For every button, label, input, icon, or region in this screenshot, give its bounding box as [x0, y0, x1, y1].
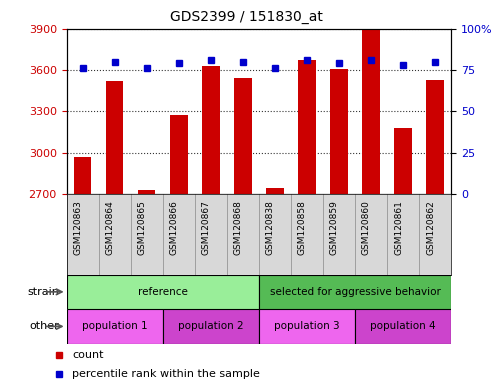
- Bar: [106, 81, 123, 194]
- Text: reference: reference: [138, 287, 188, 297]
- Bar: [266, 189, 283, 194]
- Text: population 2: population 2: [178, 321, 244, 331]
- Bar: [67, 309, 163, 344]
- Text: GSM120859: GSM120859: [330, 200, 339, 255]
- Text: GDS2399 / 151830_at: GDS2399 / 151830_at: [170, 10, 323, 23]
- Bar: [259, 309, 355, 344]
- Bar: [138, 190, 155, 194]
- Text: GSM120861: GSM120861: [394, 200, 403, 255]
- Text: GSM120858: GSM120858: [298, 200, 307, 255]
- Bar: [234, 78, 251, 194]
- Text: population 1: population 1: [82, 321, 147, 331]
- Text: selected for aggressive behavior: selected for aggressive behavior: [270, 287, 440, 297]
- Text: other: other: [29, 321, 59, 331]
- Text: GSM120864: GSM120864: [106, 200, 115, 255]
- Text: GSM120838: GSM120838: [266, 200, 275, 255]
- Bar: [426, 80, 444, 194]
- Bar: [163, 309, 259, 344]
- Text: GSM120863: GSM120863: [73, 200, 83, 255]
- Text: GSM120860: GSM120860: [362, 200, 371, 255]
- Text: population 3: population 3: [274, 321, 340, 331]
- Text: GSM120862: GSM120862: [426, 200, 435, 255]
- Bar: [355, 309, 451, 344]
- Text: population 4: population 4: [370, 321, 436, 331]
- Bar: [259, 275, 451, 309]
- Text: GSM120867: GSM120867: [202, 200, 211, 255]
- Text: count: count: [72, 350, 104, 360]
- Bar: [330, 69, 348, 194]
- Bar: [298, 60, 316, 194]
- Bar: [67, 275, 259, 309]
- Bar: [202, 66, 219, 194]
- Bar: [74, 157, 91, 194]
- Text: GSM120866: GSM120866: [170, 200, 179, 255]
- Bar: [170, 116, 187, 194]
- Bar: [394, 128, 412, 194]
- Text: GSM120865: GSM120865: [138, 200, 147, 255]
- Text: percentile rank within the sample: percentile rank within the sample: [72, 369, 260, 379]
- Text: strain: strain: [27, 287, 59, 297]
- Bar: [362, 29, 380, 194]
- Text: GSM120868: GSM120868: [234, 200, 243, 255]
